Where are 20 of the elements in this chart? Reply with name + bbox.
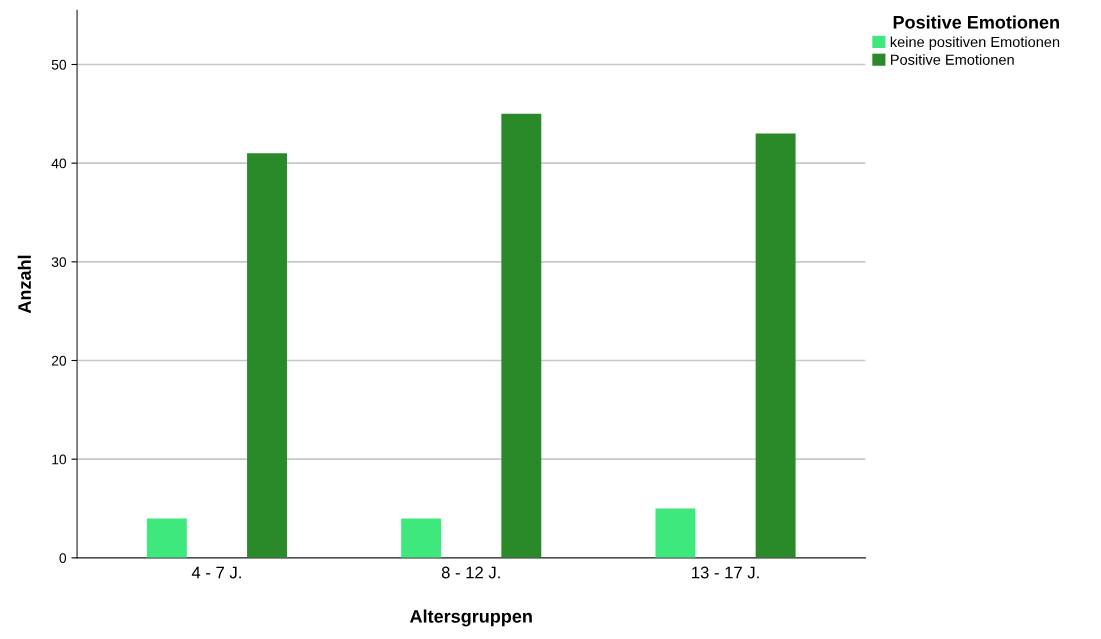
legend-label: keine positiven Emotionen <box>890 36 1060 50</box>
y-tick-label: 10 <box>52 454 67 465</box>
x-tick-label: 4 - 7 J. <box>191 566 241 579</box>
y-tick-label: 20 <box>51 355 67 366</box>
bar <box>655 508 696 558</box>
y-axis-title: Anzahl <box>17 255 31 314</box>
bar <box>755 133 796 558</box>
x-tick-label: 13 - 17 J. <box>692 566 759 579</box>
bar <box>501 113 542 558</box>
bar <box>401 518 442 558</box>
y-tick-label: 30 <box>51 257 67 267</box>
x-axis-title: Altersgruppen <box>409 609 532 627</box>
bar <box>146 518 187 558</box>
y-tick-label: 50 <box>51 59 67 70</box>
x-tick-label: 8 - 12 J. <box>441 566 500 579</box>
legend-label: Positive Emotionen <box>891 54 1014 65</box>
bar <box>247 153 287 558</box>
y-tick-label: 40 <box>51 158 67 169</box>
legend-title: Positive Emotionen <box>893 15 1059 29</box>
y-tick-label: 0 <box>59 553 67 564</box>
